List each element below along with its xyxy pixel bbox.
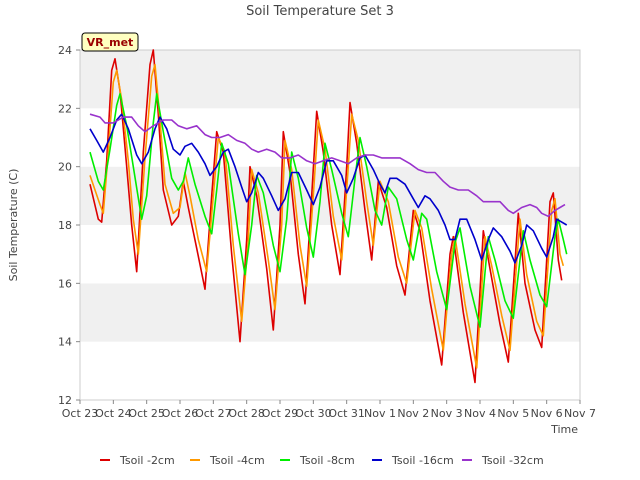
plot-band bbox=[80, 341, 580, 400]
legend-label: Tsoil -2cm bbox=[119, 454, 175, 467]
x-tick-label: Oct 25 bbox=[128, 407, 165, 420]
series-line-tsoil-2cm bbox=[89, 49, 563, 384]
x-tick-label: Oct 26 bbox=[162, 407, 199, 420]
series-line-tsoil-8cm bbox=[89, 93, 568, 328]
chart-title: Soil Temperature Set 3 bbox=[246, 4, 394, 19]
x-tick-label: Nov 4 bbox=[464, 407, 496, 420]
y-axis-ticks: 12 14 16 18 20 22 24 bbox=[58, 44, 80, 407]
y-tick-label: 18 bbox=[58, 219, 72, 232]
x-tick-label: Nov 5 bbox=[497, 407, 529, 420]
x-tick-label: Nov 2 bbox=[397, 407, 429, 420]
legend-label: Tsoil -4cm bbox=[209, 454, 265, 467]
x-tick-label: Nov 1 bbox=[364, 407, 396, 420]
y-axis-label: Soil Temperature (C) bbox=[7, 169, 20, 282]
series-line-tsoil-32cm bbox=[89, 113, 566, 218]
x-tick-label: Nov 6 bbox=[531, 407, 563, 420]
x-tick-label: Oct 31 bbox=[328, 407, 365, 420]
annotation-text: VR_met bbox=[87, 36, 134, 49]
y-tick-label: 20 bbox=[58, 161, 72, 174]
plot-band bbox=[80, 225, 580, 284]
series-lines bbox=[89, 49, 568, 384]
plot-band bbox=[80, 283, 580, 342]
legend-label: Tsoil -8cm bbox=[299, 454, 355, 467]
x-tick-label: Oct 27 bbox=[195, 407, 232, 420]
legend-label: Tsoil -16cm bbox=[391, 454, 454, 467]
y-tick-label: 12 bbox=[58, 394, 72, 407]
x-tick-label: Oct 29 bbox=[262, 407, 299, 420]
series-line-tsoil-16cm bbox=[89, 113, 568, 264]
legend-label: Tsoil -32cm bbox=[481, 454, 544, 467]
y-tick-label: 22 bbox=[58, 102, 72, 115]
plot-band bbox=[80, 50, 580, 109]
series-line-tsoil-4cm bbox=[89, 63, 565, 369]
x-tick-label: Oct 28 bbox=[228, 407, 265, 420]
x-tick-label: Oct 23 bbox=[62, 407, 99, 420]
x-tick-label: Nov 3 bbox=[431, 407, 463, 420]
x-tick-label: Nov 7 bbox=[564, 407, 596, 420]
legend: Tsoil -2cm Tsoil -4cm Tsoil -8cm Tsoil -16c… bbox=[100, 454, 544, 467]
annotation-box bbox=[81, 32, 139, 52]
y-tick-label: 14 bbox=[58, 336, 72, 349]
y-tick-label: 24 bbox=[58, 44, 72, 57]
x-tick-label: Oct 24 bbox=[95, 407, 132, 420]
x-tick-label: Oct 30 bbox=[295, 407, 332, 420]
vr-met-annotation: VR_met bbox=[81, 32, 139, 52]
x-axis-label: Time bbox=[550, 423, 578, 436]
y-tick-label: 16 bbox=[58, 277, 72, 290]
